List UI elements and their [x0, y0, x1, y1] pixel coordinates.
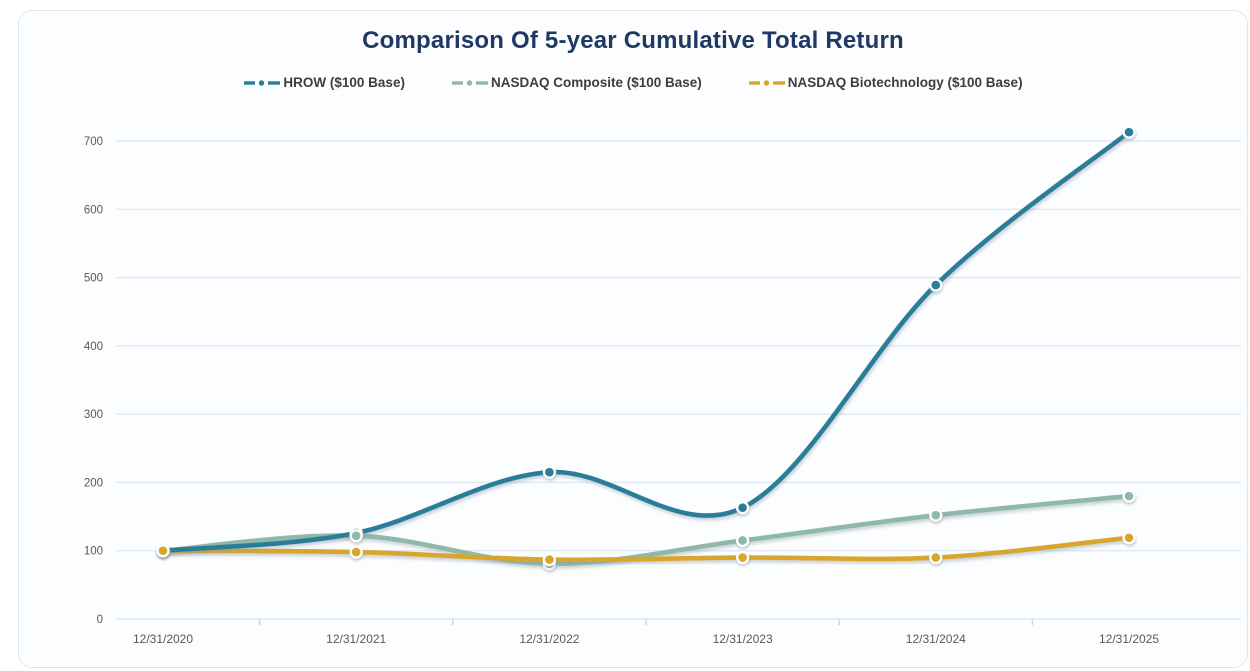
nasdaq-data-point — [736, 533, 750, 548]
x-axis-tick-label: 12/31/2022 — [519, 632, 579, 646]
nasdaq-line — [160, 535, 1132, 563]
legend-marker-icon — [451, 79, 488, 86]
y-axis-tick-label: 100 — [84, 546, 103, 558]
hrow-data-point — [929, 278, 943, 292]
chart-title: Comparison Of 5-year Cumulative Total Re… — [362, 27, 904, 54]
y-axis-tick-label: 200 — [84, 477, 103, 489]
nasdaq-data-point — [929, 550, 943, 565]
nasdaq-data-point — [349, 545, 363, 559]
legend-marker-icon — [748, 79, 785, 86]
hrow-data-point — [542, 465, 557, 479]
legend-label: NASDAQ Composite ($100 Base) — [490, 75, 702, 90]
legend-item-nasdaq: NASDAQ Biotechnology ($100 Base) — [748, 75, 1023, 90]
hrow-data-point — [736, 501, 750, 515]
y-axis-tick-label: 400 — [84, 341, 103, 353]
x-axis-tick-label: 12/31/2025 — [1099, 632, 1159, 646]
x-axis-tick-label: 12/31/2021 — [326, 632, 386, 646]
nasdaq-data-point — [349, 529, 363, 543]
nasdaq-data-point — [1122, 489, 1136, 503]
x-axis-tick-label: 12/31/2024 — [906, 632, 966, 646]
nasdaq-data-point — [929, 508, 943, 522]
chart-card: 0 100 200 300 400 500 600 700 12/31/2020 12/31/20… — [18, 10, 1248, 668]
legend-item-hrow: HROW ($100 Base) — [243, 75, 405, 90]
nasdaq-data-point — [156, 544, 170, 558]
y-axis-tick-label: 300 — [84, 409, 103, 421]
nasdaq-data-point — [1122, 531, 1136, 545]
legend-label: HROW ($100 Base) — [283, 75, 405, 90]
hrow-data-point — [1122, 125, 1136, 139]
y-axis-tick-label: 700 — [84, 136, 103, 148]
legend-item-nasdaq: NASDAQ Composite ($100 Base) — [451, 75, 702, 90]
y-axis-tick-label: 600 — [84, 204, 103, 216]
line-chart-plot: 0 100 200 300 400 500 600 700 12/31/2020 12/31/20… — [84, 125, 1241, 646]
chart-legend: HROW ($100 Base) NASDAQ Composite ($100 B… — [19, 75, 1247, 90]
x-axis-tick-label: 12/31/2023 — [713, 632, 773, 646]
nasdaq-data-point — [542, 552, 557, 567]
hrow-line — [160, 129, 1132, 554]
y-axis-tick-label: 0 — [97, 614, 103, 626]
y-axis-tick-label: 500 — [84, 273, 103, 285]
legend-label: NASDAQ Biotechnology ($100 Base) — [787, 75, 1023, 90]
nasdaq-data-point — [736, 550, 750, 565]
legend-marker-icon — [244, 79, 281, 86]
x-axis-tick-label: 12/31/2020 — [133, 632, 193, 646]
